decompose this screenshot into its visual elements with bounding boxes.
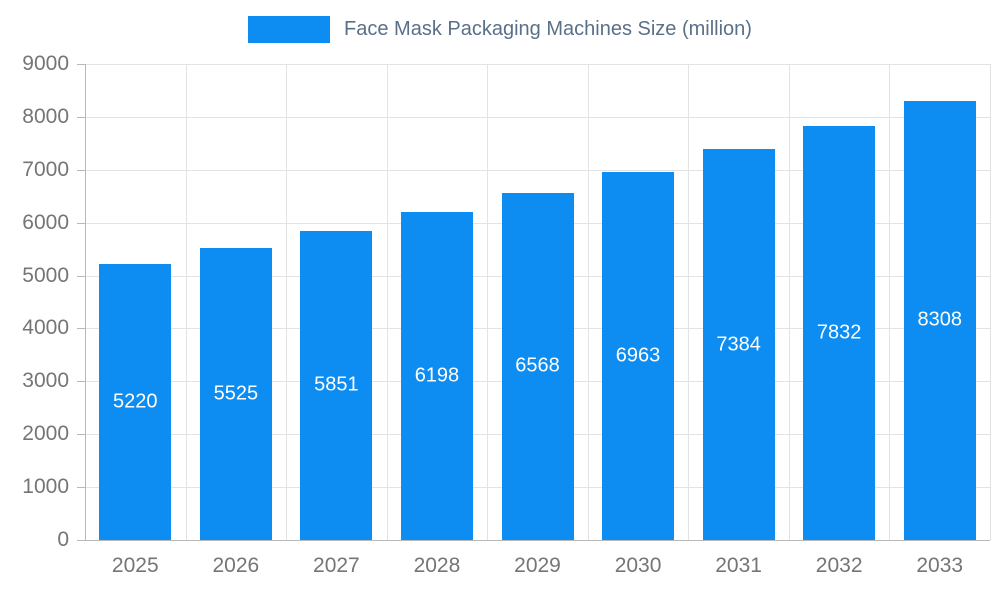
x-axis-tick-label: 2032 [815, 554, 863, 577]
gridline-vertical [889, 64, 891, 540]
x-axis-tick-label: 2027 [313, 554, 360, 577]
x-axis-tick-label: 2029 [514, 554, 561, 577]
bar-2033 [903, 100, 976, 540]
gridline-vertical [185, 64, 187, 540]
x-axis-tick-label: 2031 [715, 554, 762, 577]
y-axis-tick [77, 434, 85, 436]
y-axis-tick-label: 6000 [22, 210, 69, 234]
bar-value-label: 6568 [515, 354, 560, 377]
y-axis-tick [77, 381, 85, 383]
gridline-vertical [788, 64, 790, 540]
y-axis-tick-label: 4000 [22, 316, 69, 340]
bar-value-label: 5525 [213, 382, 259, 405]
x-axis-tick-label: 2026 [212, 554, 260, 577]
y-axis-tick [77, 222, 85, 224]
x-axis-line [85, 540, 990, 541]
x-axis-tick-label: 2028 [413, 554, 461, 577]
bar-2026 [199, 247, 272, 540]
y-axis-line [85, 64, 86, 540]
legend-swatch [248, 16, 331, 43]
y-axis-tick [77, 64, 85, 65]
x-axis-tick-label: 2033 [916, 554, 964, 577]
bar-value-label: 8308 [917, 308, 962, 331]
bar-2027 [300, 230, 373, 540]
x-axis-tick-label: 2025 [111, 554, 159, 577]
bar-2031 [702, 149, 775, 540]
y-axis-tick [77, 328, 85, 330]
y-axis-tick-label: 3000 [22, 369, 69, 393]
bar-value-label: 6963 [615, 344, 661, 367]
gridline-vertical [487, 64, 489, 540]
y-axis-tick-label: 2000 [22, 422, 69, 446]
legend-label: Face Mask Packaging Machines Size (milli… [344, 18, 752, 40]
gridline-horizontal [85, 64, 990, 65]
y-axis-tick-label: 0 [57, 528, 69, 551]
y-axis-tick [77, 116, 85, 118]
gridline-vertical [587, 64, 589, 540]
bar-2032 [803, 125, 876, 540]
y-axis-tick [77, 169, 85, 171]
bar-value-label: 5220 [113, 390, 158, 413]
gridline-vertical [990, 64, 991, 540]
gridline-horizontal [85, 116, 990, 118]
y-axis-tick-label: 1000 [22, 475, 69, 499]
y-axis-tick [77, 275, 85, 277]
gridline-vertical [386, 64, 388, 540]
bar-value-label: 7832 [816, 321, 862, 344]
bar-2028 [400, 212, 473, 540]
chart-legend: Face Mask Packaging Machines Size (milli… [0, 16, 1000, 43]
y-axis-tick-label: 9000 [22, 52, 69, 75]
y-axis-tick-label: 8000 [22, 104, 69, 128]
y-axis-tick [77, 487, 85, 489]
bar-value-label: 6198 [414, 364, 460, 387]
gridline-vertical [286, 64, 288, 540]
gridline-horizontal [85, 169, 990, 171]
bar-2029 [501, 192, 574, 540]
bar-2025 [99, 263, 172, 540]
x-axis-tick-label: 2030 [614, 554, 662, 577]
bar-value-label: 7384 [716, 333, 761, 356]
bar-value-label: 5851 [314, 373, 359, 396]
y-axis-tick-label: 7000 [22, 157, 69, 181]
y-axis-tick-label: 5000 [22, 263, 69, 287]
gridline-vertical [688, 64, 690, 540]
bar-2030 [602, 171, 675, 540]
y-axis-tick [77, 540, 85, 541]
